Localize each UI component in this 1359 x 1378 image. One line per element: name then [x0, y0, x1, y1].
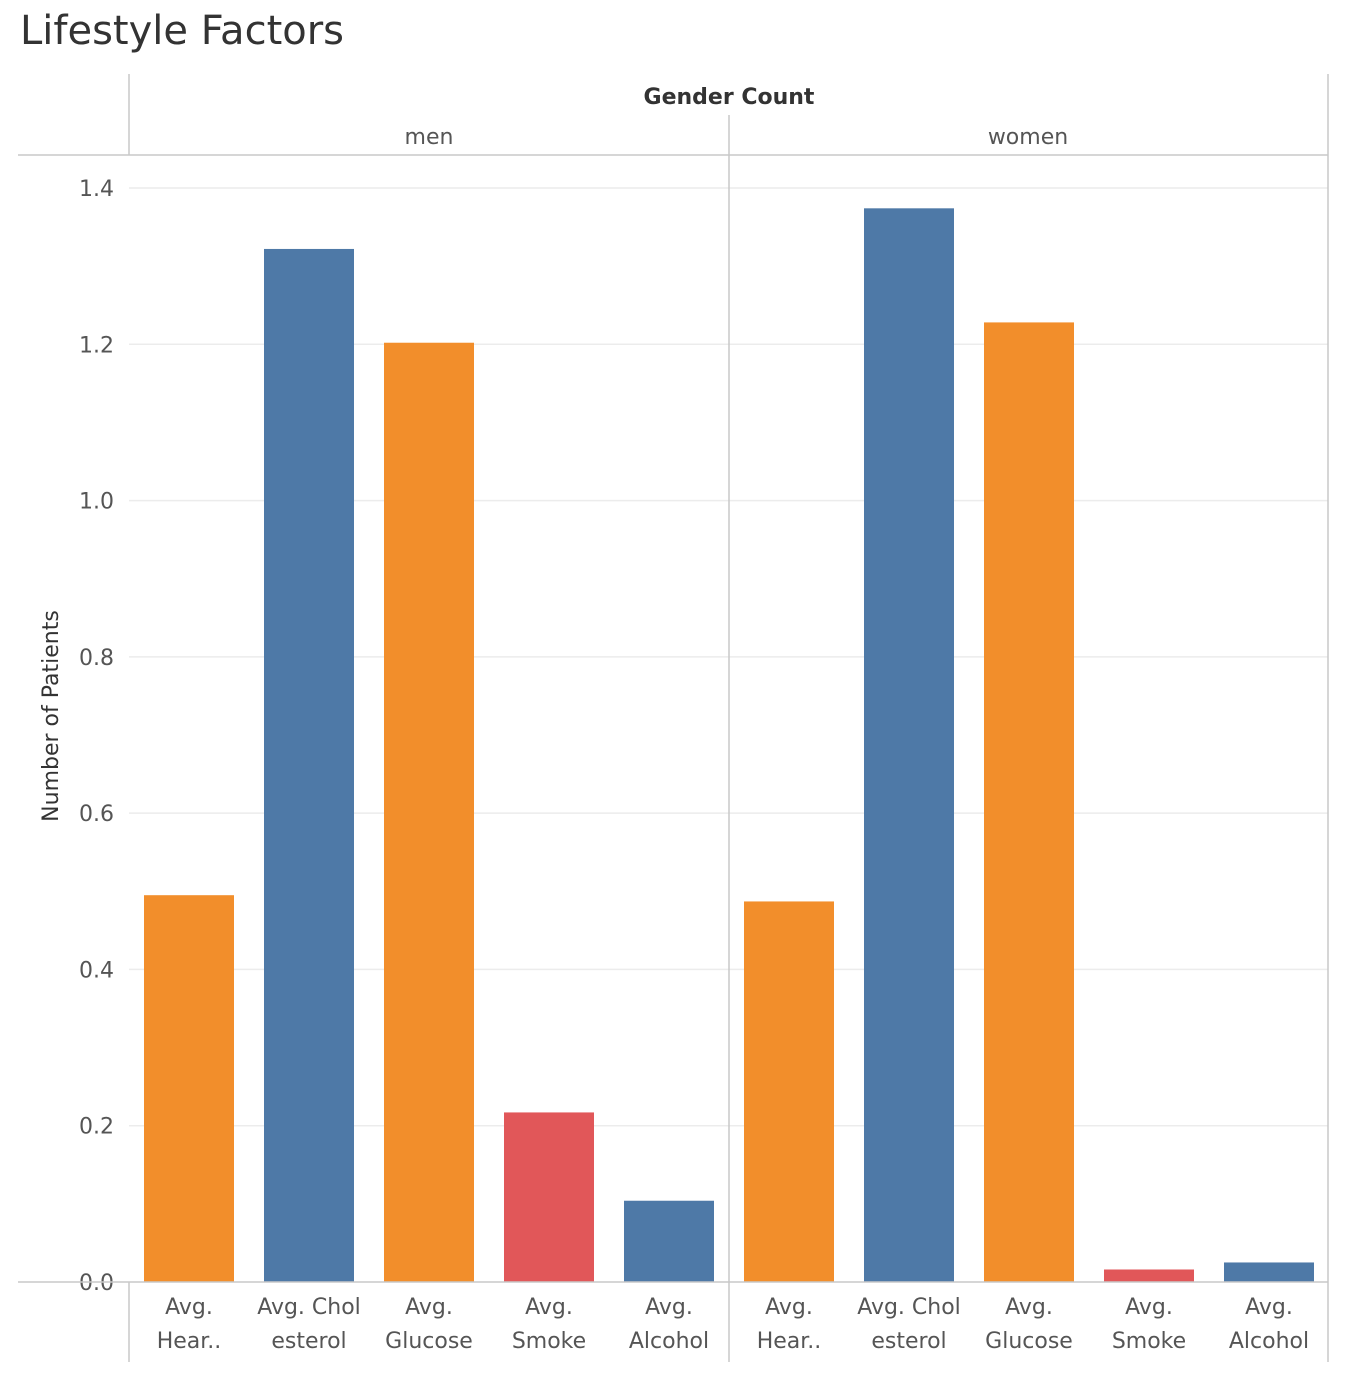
bar-women-2 [984, 322, 1074, 1282]
x-tick-label: Alcohol [1229, 1329, 1309, 1354]
column-header: Gender Count [644, 85, 815, 110]
x-tick-label: Avg. [525, 1295, 573, 1320]
y-tick-label: 1.4 [79, 177, 114, 202]
bar-women-4 [1224, 1262, 1314, 1282]
y-tick-label: 1.2 [79, 333, 114, 358]
plot-frame [18, 155, 1329, 1362]
x-tick-label: Alcohol [629, 1329, 709, 1354]
bar-women-3 [1104, 1269, 1194, 1282]
bars [144, 208, 1314, 1283]
y-tick-label: 0.8 [79, 646, 114, 671]
x-tick-label: esterol [871, 1329, 946, 1354]
bar-men-4 [624, 1200, 714, 1282]
bar-women-1 [864, 208, 954, 1282]
y-tick-label: 0.0 [79, 1271, 114, 1296]
x-tick-label: Avg. [1005, 1295, 1053, 1320]
panel-label-women: women [988, 125, 1068, 150]
x-tick-label: Hear.. [757, 1329, 822, 1354]
x-axis-labels: Avg. Hear.. Avg. Chol esterol Avg. Glucose Avg… [157, 1295, 1309, 1354]
x-tick-label: Smoke [512, 1329, 586, 1354]
bar-men-3 [504, 1112, 594, 1282]
chart-title: Lifestyle Factors [20, 8, 345, 54]
bar-men-0 [144, 895, 234, 1282]
y-axis-label: Number of Patients [39, 610, 64, 822]
x-tick-label: Avg. Chol [257, 1295, 361, 1320]
header-frame [18, 74, 1329, 156]
x-tick-label: esterol [271, 1329, 346, 1354]
x-tick-label: Avg. [645, 1295, 693, 1320]
x-tick-label: Avg. [405, 1295, 453, 1320]
x-tick-label: Avg. [765, 1295, 813, 1320]
bar-men-1 [264, 248, 354, 1283]
x-tick-label: Glucose [385, 1329, 473, 1354]
x-tick-label: Smoke [1112, 1329, 1186, 1354]
y-tick-label: 0.2 [79, 1115, 114, 1140]
x-tick-label: Avg. [1125, 1295, 1173, 1320]
y-tick-label: 1.0 [79, 490, 114, 515]
x-tick-label: Hear.. [157, 1329, 222, 1354]
bar-women-0 [744, 901, 834, 1282]
y-tick-label: 0.4 [79, 958, 114, 983]
x-tick-label: Avg. [165, 1295, 213, 1320]
bar-men-2 [384, 342, 474, 1282]
x-tick-label: Avg. Chol [857, 1295, 961, 1320]
x-tick-label: Avg. [1245, 1295, 1293, 1320]
panel-label-men: men [405, 125, 454, 150]
y-axis-ticks: 0.0 0.2 0.4 0.6 0.8 1.0 1.2 1.4 [79, 177, 114, 1296]
x-tick-label: Glucose [985, 1329, 1073, 1354]
y-tick-label: 0.6 [79, 802, 114, 827]
